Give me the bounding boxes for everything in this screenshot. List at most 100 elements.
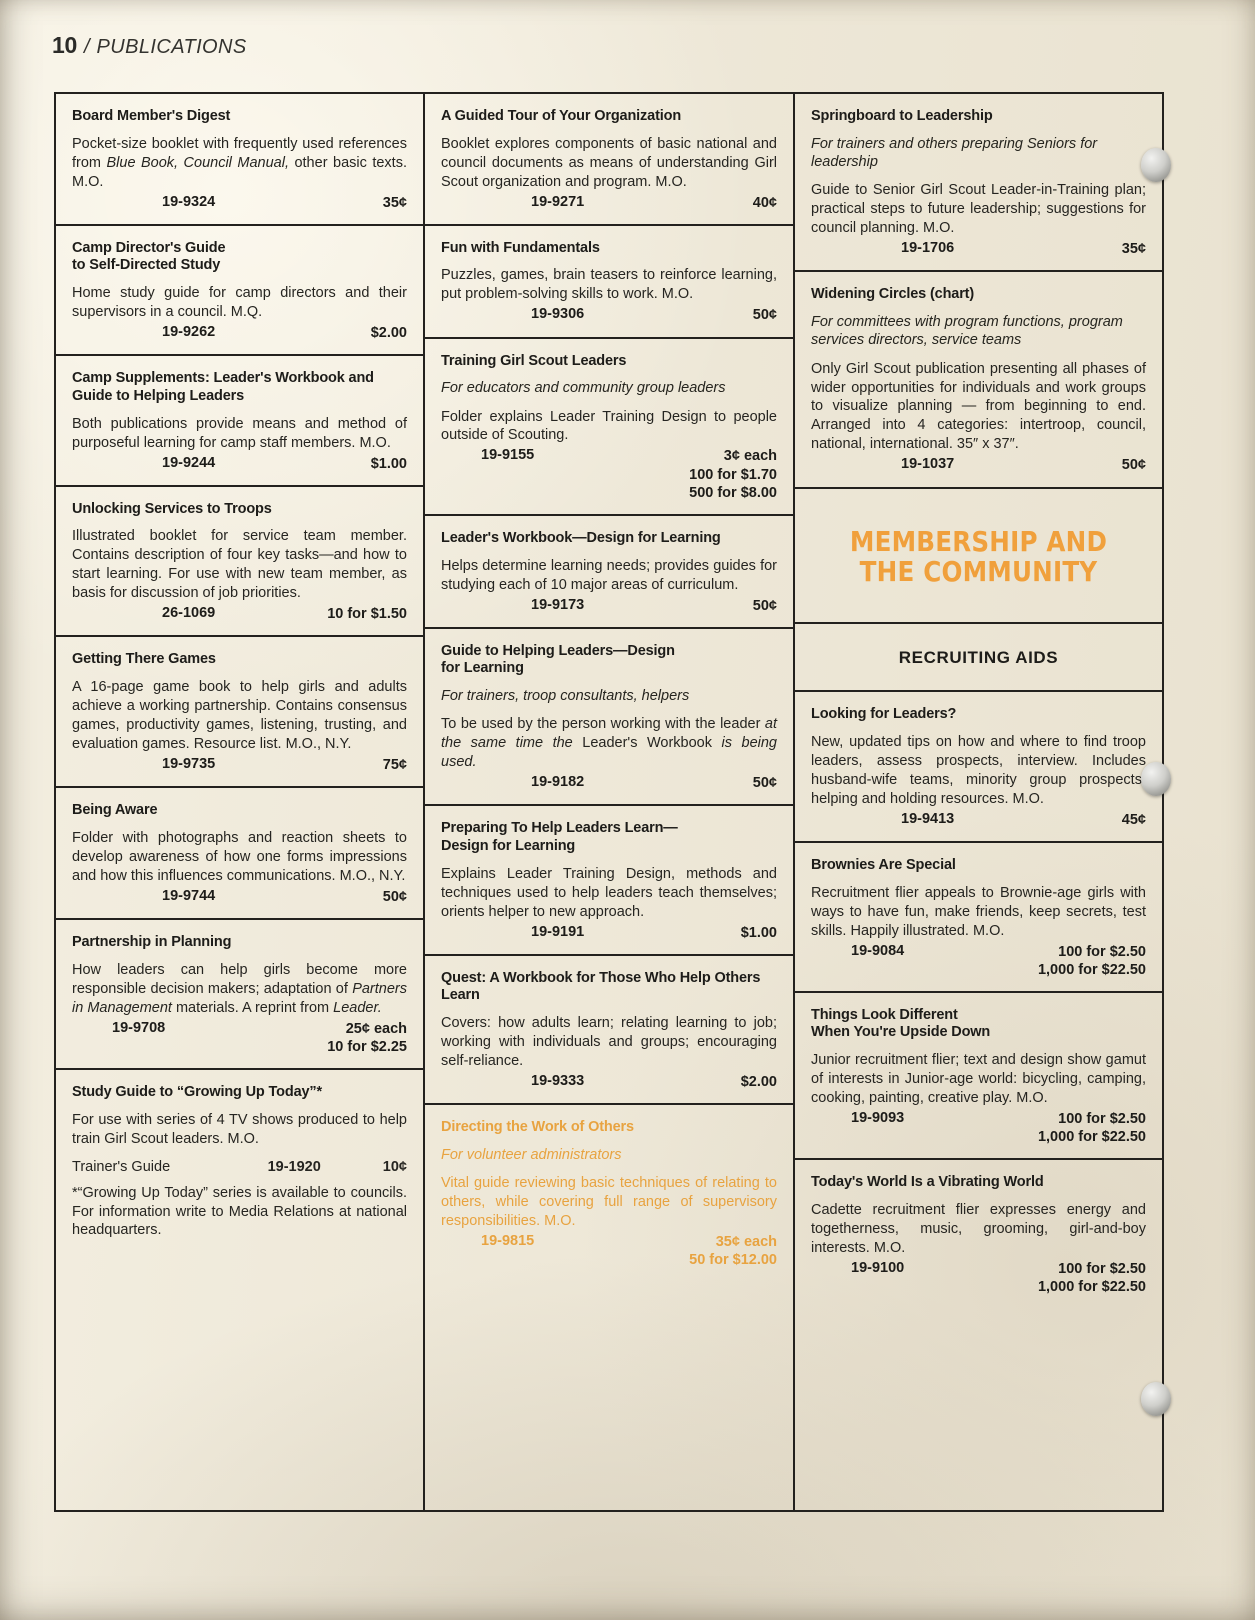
entry-price-row: 19-9191 $1.00 — [441, 924, 777, 942]
entry-footnote: *“Growing Up Today” series is available … — [72, 1184, 407, 1239]
entry-title: Today's World Is a Vibrating World — [811, 1174, 1044, 1191]
entry-description: Folder explains Leader Training Design t… — [441, 408, 777, 444]
catalog-entry: Directing the Work of Others For voluntee… — [425, 1105, 793, 1510]
column-3: Springboard to Leadership For trainers an… — [794, 92, 1164, 1512]
catalog-entry: Looking for Leaders? New, updated tips on… — [795, 692, 1162, 843]
entry-price-row: 19-9262 $2.00 — [72, 324, 407, 342]
entry-description: Cadette recruitment flier expresses ener… — [811, 1202, 1146, 1257]
price-list: 35¢ each 50 for $12.00 — [689, 1233, 777, 1269]
entry-price-row: 19-9413 45¢ — [811, 811, 1146, 829]
catalog-number: 19-9815 — [481, 1233, 535, 1250]
entry-audience: For committees with program functions, p… — [811, 313, 1123, 349]
catalog-entry: Quest: A Workbook for Those Who Help Oth… — [425, 956, 793, 1106]
entry-description: Vital guide reviewing basic techniques o… — [441, 1175, 777, 1230]
entry-title: Directing the Work of Others — [441, 1119, 634, 1136]
entry-title: Getting There Games — [72, 651, 216, 668]
entry-price-row: 26-1069 10 for $1.50 — [72, 605, 407, 623]
catalog-entry: Fun with Fundamentals Puzzles, games, bra… — [425, 226, 793, 339]
catalog-number: 19-9084 — [851, 942, 905, 959]
catalog-number: 19-1706 — [901, 240, 955, 257]
entry-audience: For trainers, troop consultants, helpers — [441, 688, 690, 704]
price-list: 3¢ each 100 for $1.70 500 for $8.00 — [689, 447, 777, 501]
catalog-entry: Guide to Helping Leaders—Design for Learn… — [425, 629, 793, 807]
price-list: 50¢ — [753, 597, 777, 615]
section-banner-label: MEMBERSHIP AND THE COMMUNITY — [849, 524, 1108, 589]
entry-description: Covers: how adults learn; relating learn… — [441, 1015, 777, 1070]
price: 25¢ each — [345, 1020, 407, 1037]
entry-description: Pocket-size booklet with frequently used… — [72, 135, 407, 190]
price-list: 50¢ — [1122, 456, 1146, 474]
entry-title: Fun with Fundamentals — [441, 239, 600, 256]
price: 50¢ — [752, 307, 777, 324]
entry-price-row: 19-9744 50¢ — [72, 888, 407, 906]
entry-description: Home study guide for camp directors and … — [72, 285, 407, 321]
price-list: $1.00 — [741, 924, 777, 942]
price: 50¢ — [1121, 457, 1146, 474]
entry-description: Explains Leader Training Design, methods… — [441, 865, 777, 920]
catalog-entry: A Guided Tour of Your Organization Bookle… — [425, 94, 793, 226]
price-list: 50¢ — [753, 306, 777, 324]
entry-price-row: 19-9324 35¢ — [72, 194, 407, 212]
entry-price-row: 19-1037 50¢ — [811, 456, 1146, 474]
catalog-number: 19-9155 — [481, 447, 535, 464]
entry-title: Training Girl Scout Leaders — [441, 352, 627, 369]
entry-title: Springboard to Leadership — [811, 108, 993, 124]
catalog-number: 19-9182 — [531, 774, 585, 791]
entry-title: Unlocking Services to Troops — [72, 500, 272, 517]
entry-title: Being Aware — [72, 802, 158, 819]
entry-description: How leaders can help girls become more r… — [72, 961, 407, 1016]
price-list: $2.00 — [371, 324, 407, 342]
binder-hole-icon — [1141, 148, 1171, 182]
price-list: 75¢ — [383, 756, 407, 774]
binder-hole-icon — [1141, 762, 1171, 796]
subsection-banner: RECRUITING AIDS — [795, 624, 1162, 693]
catalog-entry: Partnership in Planning How leaders can h… — [56, 920, 423, 1070]
price: 10 for $2.25 — [327, 1038, 407, 1055]
entry-title: Looking for Leaders? — [811, 706, 957, 723]
price-list: $1.00 — [371, 455, 407, 473]
entry-price-row: 19-9271 40¢ — [441, 194, 777, 212]
catalog-number: 19-9100 — [851, 1260, 905, 1277]
subsection-banner-label: RECRUITING AIDS — [898, 648, 1059, 668]
entry-title: Things Look Different When You're Upside … — [811, 1006, 991, 1041]
entry-title: Partnership in Planning — [72, 933, 232, 950]
price: 35¢ each — [715, 1234, 777, 1251]
price-list: 50¢ — [753, 774, 777, 792]
entry-description: A 16-page game book to help girls and ad… — [72, 679, 407, 753]
entry-price-row: 19-9244 $1.00 — [72, 455, 407, 473]
entry-title: Leader's Workbook—Design for Learning — [441, 529, 721, 546]
price-list: 10 for $1.50 — [327, 605, 407, 623]
entry-title: Preparing To Help Leaders Learn— Design f… — [441, 820, 678, 855]
price: 50¢ — [752, 597, 777, 614]
page-number: 10 — [52, 32, 77, 58]
catalog-entry: Brownies Are Special Recruitment flier ap… — [795, 843, 1162, 993]
price-list: 50¢ — [383, 888, 407, 906]
entry-description: Recruitment flier appeals to Brownie-age… — [811, 884, 1146, 939]
entry-title: Quest: A Workbook for Those Who Help Oth… — [441, 969, 761, 1004]
entry-description: Only Girl Scout publication presenting a… — [811, 360, 1146, 453]
entry-title: Board Member's Digest — [72, 108, 231, 124]
entry-price-row: 19-1706 35¢ — [811, 240, 1146, 258]
price: 45¢ — [1121, 811, 1146, 828]
variant-catalog-number: 19-1920 — [267, 1158, 321, 1175]
price-list: 45¢ — [1122, 811, 1146, 829]
page-title: PUBLICATIONS — [96, 36, 247, 58]
catalog-number: 19-9306 — [531, 306, 585, 323]
price: 100 for $2.50 — [1058, 943, 1146, 960]
page-header: 10 / PUBLICATIONS — [52, 32, 247, 59]
entry-description: Guide to Senior Girl Scout Leader-in-Tra… — [811, 182, 1146, 237]
price: 35¢ — [1121, 241, 1146, 258]
entry-audience: For educators and community group leader… — [441, 380, 726, 397]
price: 1,000 for $22.50 — [1037, 1279, 1146, 1296]
entry-description: Both publications provide means and meth… — [72, 415, 407, 451]
price: 100 for $2.50 — [1058, 1111, 1146, 1128]
catalog-number: 19-9744 — [162, 887, 216, 904]
catalog-number: 19-9735 — [162, 756, 216, 773]
entry-audience: For volunteer administrators — [441, 1146, 622, 1163]
catalog-number: 26-1069 — [162, 605, 216, 622]
price-list: 100 for $2.50 1,000 for $22.50 — [1038, 943, 1146, 979]
price: $2.00 — [740, 1074, 777, 1091]
catalog-entry: Unlocking Services to Troops Illustrated … — [56, 487, 423, 638]
price-list: $2.00 — [741, 1073, 777, 1091]
catalog-number: 19-1037 — [901, 456, 955, 473]
